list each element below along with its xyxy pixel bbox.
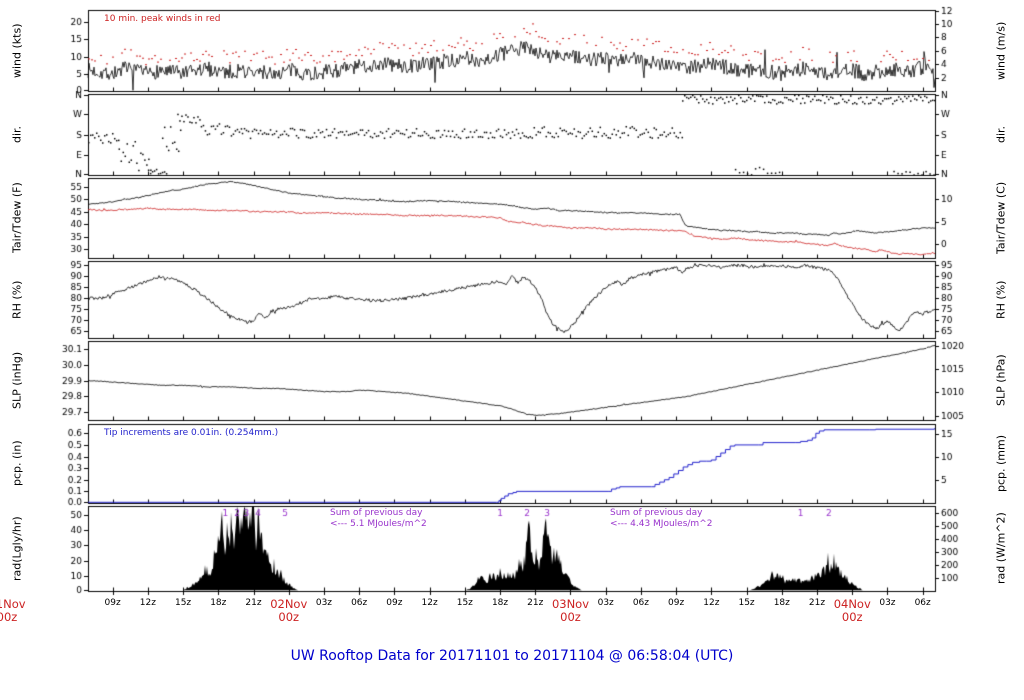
rad-sum-1-line1: Sum of previous day <box>330 508 423 518</box>
dir-right-axis-label: dir. <box>994 125 1008 144</box>
x-tick-label: 03z <box>879 598 896 608</box>
page-title: UW Rooftop Data for 20171101 to 20171104… <box>290 648 734 664</box>
x-tick-label: 21z <box>808 598 826 608</box>
x-date-clipped-line2: 00z <box>0 610 18 624</box>
pcp-tip-note: Tip increments are 0.01in. (0.254mm.) <box>104 428 279 438</box>
x-tick-label: 06z <box>632 598 650 608</box>
x-date-label: 03Nov 00z <box>551 597 590 624</box>
x-tick-label: 12z <box>421 598 438 608</box>
x-tick-label: 18z <box>210 598 227 608</box>
x-date-clipped-line1: 01Nov <box>0 597 26 611</box>
x-tick-label: 09z <box>104 598 121 608</box>
wind-left-axis-label: wind (kts) <box>10 23 24 78</box>
temp-right-axis-label: Tair/Tdew (C) <box>994 181 1008 255</box>
x-tick-label: 12z <box>139 598 156 608</box>
wind-peak-note: 10 min. peak winds in red <box>104 14 221 24</box>
x-tick-label: 09z <box>668 598 685 608</box>
x-tick-label: 18z <box>491 598 509 608</box>
x-tick-label: 18z <box>773 598 790 608</box>
x-tick-label: 21z <box>245 598 262 608</box>
pcp-left-axis-label: pcp. (in) <box>10 440 24 487</box>
rh-right-axis-label: RH (%) <box>994 280 1008 319</box>
rad-left-axis-label: rad(Lgly/hr) <box>10 516 24 581</box>
x-tick-label: 06z <box>351 598 368 608</box>
rad-sum-annotation-2: Sum of previous day <--- 4.43 MJoules/m^… <box>610 508 712 530</box>
x-tick-label: 03z <box>597 598 614 608</box>
x-tick-label: 12z <box>703 598 720 608</box>
slp-right-axis-label: SLP (hPa) <box>994 354 1008 407</box>
meteogram-canvas <box>0 0 1024 600</box>
x-tick-label: 03z <box>315 598 333 608</box>
rad-sum-2-line1: Sum of previous day <box>610 508 703 518</box>
rad-sum-1-line2: <--- 5.1 MJoules/m^2 <box>330 519 427 529</box>
rad-sum-2-line2: <--- 4.43 MJoules/m^2 <box>610 519 713 529</box>
rh-left-axis-label: RH (%) <box>10 280 24 319</box>
slp-left-axis-label: SLP (inHg) <box>10 351 24 410</box>
rad-sum-annotation-1: Sum of previous day <--- 5.1 MJoules/m^2 <box>330 508 427 530</box>
x-tick-label: 06z <box>914 598 931 608</box>
wind-right-axis-label: wind (m/s) <box>994 21 1008 80</box>
rad-right-axis-label: rad (W/m^2) <box>994 512 1008 585</box>
temp-left-axis-label: Tair/Tdew (F) <box>10 182 24 254</box>
x-tick-label: 15z <box>456 598 473 608</box>
x-tick-label: 15z <box>174 598 192 608</box>
x-tick-label: 21z <box>527 598 544 608</box>
x-tick-label: 15z <box>738 598 755 608</box>
dir-left-axis-label: dir. <box>10 125 24 144</box>
pcp-right-axis-label: pcp. (mm) <box>994 434 1008 493</box>
x-date-label: 04Nov 00z <box>833 597 871 624</box>
x-date-label-clipped: 01Nov 00z <box>0 598 31 624</box>
x-tick-label: 09z <box>386 598 403 608</box>
x-date-label: 02Nov 00z <box>270 597 308 624</box>
